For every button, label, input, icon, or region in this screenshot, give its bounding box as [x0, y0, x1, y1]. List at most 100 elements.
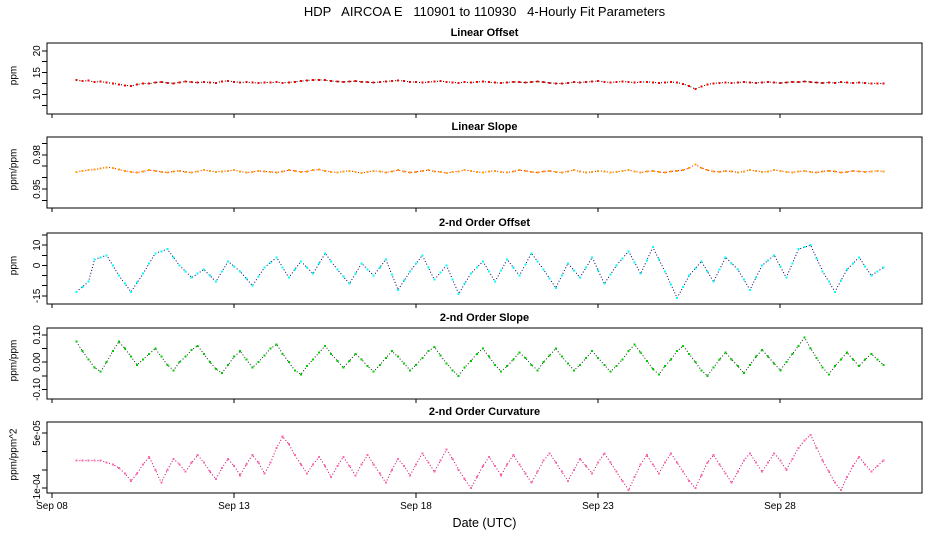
data-point — [755, 276, 757, 279]
data-point — [148, 169, 151, 172]
data-point — [615, 264, 618, 267]
data-point — [627, 350, 630, 353]
data-point — [536, 80, 539, 83]
data-point — [372, 81, 375, 84]
data-point — [773, 169, 776, 172]
data-point — [384, 80, 387, 83]
data-point — [785, 361, 788, 364]
data-point — [457, 292, 460, 295]
data-point — [142, 272, 145, 275]
data-point — [75, 340, 78, 343]
data-point — [730, 170, 733, 173]
data-point — [378, 363, 381, 366]
data-point — [105, 361, 108, 364]
panel-title-linear-slope: Linear Slope — [451, 121, 518, 133]
data-point — [846, 268, 848, 271]
y-tick-label: 0.95 — [32, 179, 43, 199]
data-point — [342, 455, 345, 458]
data-point — [275, 81, 278, 84]
series-line-linear-offset — [76, 79, 884, 90]
data-point — [615, 365, 618, 368]
data-point — [803, 336, 806, 339]
data-point — [208, 361, 211, 364]
data-point — [882, 363, 885, 366]
data-point — [251, 81, 254, 84]
data-point — [882, 266, 885, 269]
data-point — [475, 476, 478, 479]
data-point — [87, 358, 90, 361]
data-point — [221, 270, 223, 273]
series-points-2-nd-order-curvature — [75, 433, 885, 492]
y-tick-label: 20 — [32, 45, 43, 57]
data-point — [609, 461, 612, 464]
data-point — [706, 374, 709, 377]
data-point — [123, 282, 126, 285]
data-point — [257, 361, 260, 364]
data-point — [682, 344, 685, 347]
data-point — [348, 80, 351, 83]
data-point — [439, 459, 442, 462]
data-point — [360, 463, 363, 466]
data-point — [117, 168, 120, 171]
data-point — [803, 80, 806, 83]
data-point — [348, 169, 351, 172]
data-point — [318, 168, 321, 171]
data-point — [348, 465, 351, 468]
data-point — [463, 282, 466, 285]
data-point — [281, 435, 284, 438]
data-point — [312, 463, 314, 466]
data-point — [123, 84, 126, 87]
data-point — [797, 81, 800, 84]
data-point — [748, 363, 751, 366]
data-point — [742, 81, 745, 83]
data-point — [833, 365, 836, 368]
data-point — [214, 280, 217, 283]
data-point — [627, 250, 630, 253]
data-point — [870, 352, 873, 355]
data-point — [469, 169, 472, 172]
data-point — [645, 259, 648, 262]
data-point — [330, 79, 333, 82]
data-point — [384, 357, 387, 359]
data-point — [172, 82, 175, 85]
x-tick-label: Sep 08 — [36, 501, 68, 512]
data-point — [827, 373, 830, 376]
data-point — [397, 355, 399, 358]
data-point — [123, 472, 126, 475]
data-point — [639, 463, 642, 466]
data-point — [657, 258, 660, 261]
data-point — [803, 246, 806, 249]
data-point — [202, 352, 205, 355]
data-point — [833, 481, 836, 484]
data-point — [730, 358, 733, 361]
data-point — [609, 81, 612, 84]
data-point — [554, 347, 557, 350]
data-point — [876, 465, 879, 468]
data-point — [111, 350, 114, 353]
data-point — [293, 169, 296, 172]
data-point — [184, 355, 187, 358]
data-point — [852, 262, 855, 265]
data-point — [566, 81, 569, 84]
data-point — [803, 169, 806, 172]
data-point — [427, 81, 430, 84]
data-point — [536, 470, 539, 473]
data-point — [706, 270, 709, 273]
data-point — [415, 170, 418, 173]
data-point — [633, 170, 636, 173]
data-point — [645, 80, 648, 83]
data-point — [827, 280, 830, 283]
data-point — [415, 463, 418, 466]
data-point — [245, 171, 248, 174]
data-point — [791, 352, 794, 355]
data-point — [397, 169, 399, 172]
data-point — [755, 355, 757, 358]
data-point — [214, 478, 217, 480]
data-point — [360, 172, 363, 175]
data-point — [530, 481, 533, 484]
data-point — [306, 472, 308, 475]
data-point — [166, 363, 169, 366]
data-point — [160, 355, 163, 358]
data-point — [354, 352, 357, 355]
